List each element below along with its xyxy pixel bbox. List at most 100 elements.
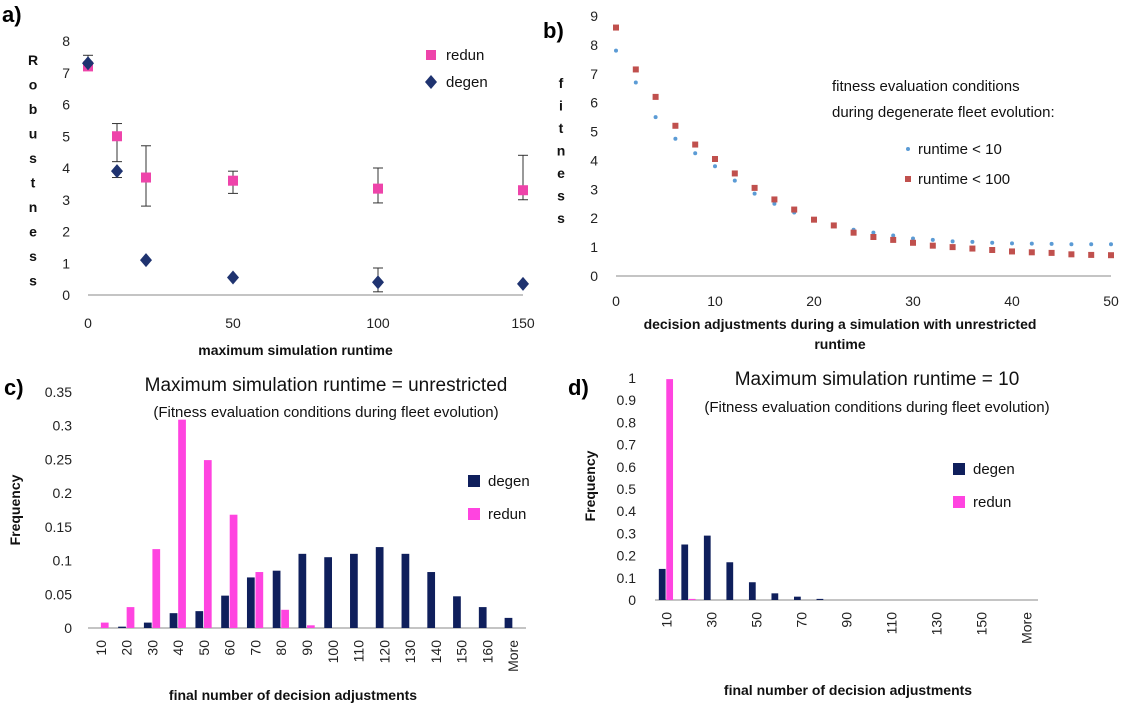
panel-c-legend-marker (468, 508, 480, 520)
panel-d-legend-label: redun (973, 494, 1011, 511)
panel-d-x-tick-label: 90 (839, 612, 855, 628)
panel-b-legend-marker (905, 176, 911, 182)
panel-b-y-tick-label: 2 (590, 210, 598, 226)
panel-b-y-tick-label: 1 (590, 239, 598, 255)
panel-d-bar-degen (726, 562, 734, 600)
panel-d-subtitle: (Fitness evaluation conditions during fl… (704, 399, 1049, 416)
panel-b-runtime10-point (673, 136, 678, 141)
panel-d-bar-degen (748, 582, 756, 600)
panel-c-y-tick-label: 0.1 (53, 553, 73, 569)
panel-b-runtime10-point (772, 201, 777, 206)
panel-c-bar-redun (152, 549, 161, 628)
panel-c-x-tick-label: 120 (376, 640, 392, 664)
panel-d-bar-degen (658, 568, 666, 600)
panel-d-x-tick-label: 130 (929, 612, 945, 636)
panel-b-runtime100-point (850, 229, 857, 236)
panel-d-bar-degen (816, 598, 824, 600)
panel-c-x-tick-label: 80 (273, 640, 289, 656)
panel-b-runtime100-point (929, 242, 936, 249)
panel-b-runtime10-point (1109, 242, 1113, 247)
panel-d-y-tick-label: 0.7 (617, 437, 637, 453)
panel-c-bar-degen (504, 617, 513, 628)
panel-a-y-axis-title-letter: e (29, 224, 37, 240)
panel-b-x-tick-label: 30 (905, 293, 921, 309)
panel-c-y-axis-title: Frequency (7, 474, 23, 545)
panel-b-legend-title: during degenerate fleet evolution: (832, 104, 1055, 121)
panel-a-y-tick-label: 2 (62, 224, 70, 240)
panel-d-x-tick-label: 30 (703, 612, 719, 628)
panel-c-bar-redun (281, 609, 289, 628)
panel-b-runtime100-point (1068, 251, 1075, 258)
panel-b-runtime100-point (672, 122, 679, 129)
panel-b-fitness-chart: b) 0 1 2 3 4 5 6 7 8 9 0 10 20 30 40 50 decision adjustme… (543, 8, 1119, 352)
panel-a-degen-point (140, 253, 152, 268)
panel-a-y-tick-label: 3 (62, 192, 70, 208)
panel-c-x-tick-label: 20 (119, 640, 135, 656)
panel-b-x-tick-label: 0 (612, 293, 620, 309)
panel-b-runtime10-point (871, 230, 876, 235)
panel-c-subtitle: (Fitness evaluation conditions during fl… (153, 404, 498, 421)
panel-c-bar-degen (195, 611, 204, 628)
panel-c-x-tick-label: 30 (144, 640, 160, 656)
panel-b-runtime10-point (990, 240, 995, 245)
panel-b-x-tick-label: 50 (1103, 293, 1119, 309)
panel-b-runtime100-point (613, 24, 619, 31)
panel-c-frequency-unrestricted-chart: c) Maximum simulation runtime = unrestric… (4, 375, 530, 703)
panel-a-y-axis-title-letter: b (29, 101, 38, 117)
panel-c-x-tick-label: 110 (351, 640, 367, 663)
panel-c-bar-degen (143, 622, 152, 628)
panel-b-runtime10-point (1069, 242, 1074, 247)
panel-b-runtime100-point (910, 239, 916, 246)
panel-c-legend-label: redun (488, 506, 526, 523)
panel-d-bar-redun (688, 598, 696, 600)
panel-d-frequency-runtime10-chart: d) Maximum simulation runtime = 10 (Fitnes… (568, 369, 1050, 698)
panel-b-y-tick-label: 7 (590, 66, 598, 82)
panel-d-y-tick-label: 0.2 (617, 548, 637, 564)
panel-c-bar-degen (169, 613, 178, 628)
panel-a-degen-point (227, 270, 239, 285)
panel-c-bar-degen (118, 626, 126, 628)
panel-d-y-tick-label: 0.1 (617, 570, 637, 586)
panel-d-x-tick-label: 10 (658, 612, 674, 628)
panel-d-y-tick-label: 0.3 (617, 525, 637, 541)
panel-a-y-axis-title-letter: s (29, 248, 37, 264)
panel-b-runtime100-point (1028, 249, 1035, 256)
panel-d-y-tick-label: 0.8 (617, 414, 637, 430)
panel-b-runtime100-point (1009, 248, 1015, 255)
panel-b-y-axis-title-letter: i (559, 98, 563, 114)
panel-c-y-tick-label: 0.35 (45, 384, 72, 400)
panel-d-bar-degen (794, 596, 801, 600)
panel-d-bar-degen (681, 544, 689, 600)
panel-a-y-tick-label: 4 (62, 160, 70, 176)
panel-b-letter: b) (543, 18, 564, 43)
panel-c-x-tick-label: 160 (479, 640, 495, 664)
panel-d-x-tick-label: More (1019, 612, 1035, 644)
panel-a-y-tick-label: 5 (62, 128, 70, 144)
panel-b-y-tick-label: 9 (590, 8, 598, 24)
panel-b-legend-label: runtime < 100 (918, 171, 1010, 188)
panel-b-runtime10-point (1049, 241, 1054, 246)
panel-c-y-tick-label: 0.3 (53, 418, 73, 434)
panel-a-degen-point (111, 164, 123, 179)
panel-b-runtime10-point (633, 80, 638, 85)
panel-c-y-tick-label: 0 (64, 620, 72, 636)
panel-c-bar-degen (478, 607, 487, 628)
panel-c-x-tick-label: 50 (196, 640, 212, 656)
panel-a-x-axis-title: maximum simulation runtime (198, 342, 393, 358)
panel-b-runtime100-point (870, 234, 877, 240)
panel-c-bar-degen (453, 596, 461, 628)
panel-c-x-tick-label: 70 (247, 640, 263, 656)
panel-b-y-axis-title-letter: n (557, 143, 566, 159)
panel-b-runtime100-point (1108, 252, 1114, 259)
panel-b-y-axis-title-letter: s (557, 210, 565, 226)
panel-c-bar-redun (178, 419, 186, 628)
panel-a-degen-point (82, 56, 94, 71)
panel-b-y-axis-title-letter: t (559, 120, 564, 136)
panel-b-runtime100-point (731, 170, 738, 177)
panel-b-y-axis-title-letter: e (557, 165, 565, 181)
panel-c-x-tick-label: 90 (299, 640, 315, 656)
panel-b-runtime10-point (752, 191, 757, 196)
panel-b-y-axis-title-letter: f (559, 75, 564, 91)
panel-a-x-tick-label: 0 (84, 315, 92, 331)
